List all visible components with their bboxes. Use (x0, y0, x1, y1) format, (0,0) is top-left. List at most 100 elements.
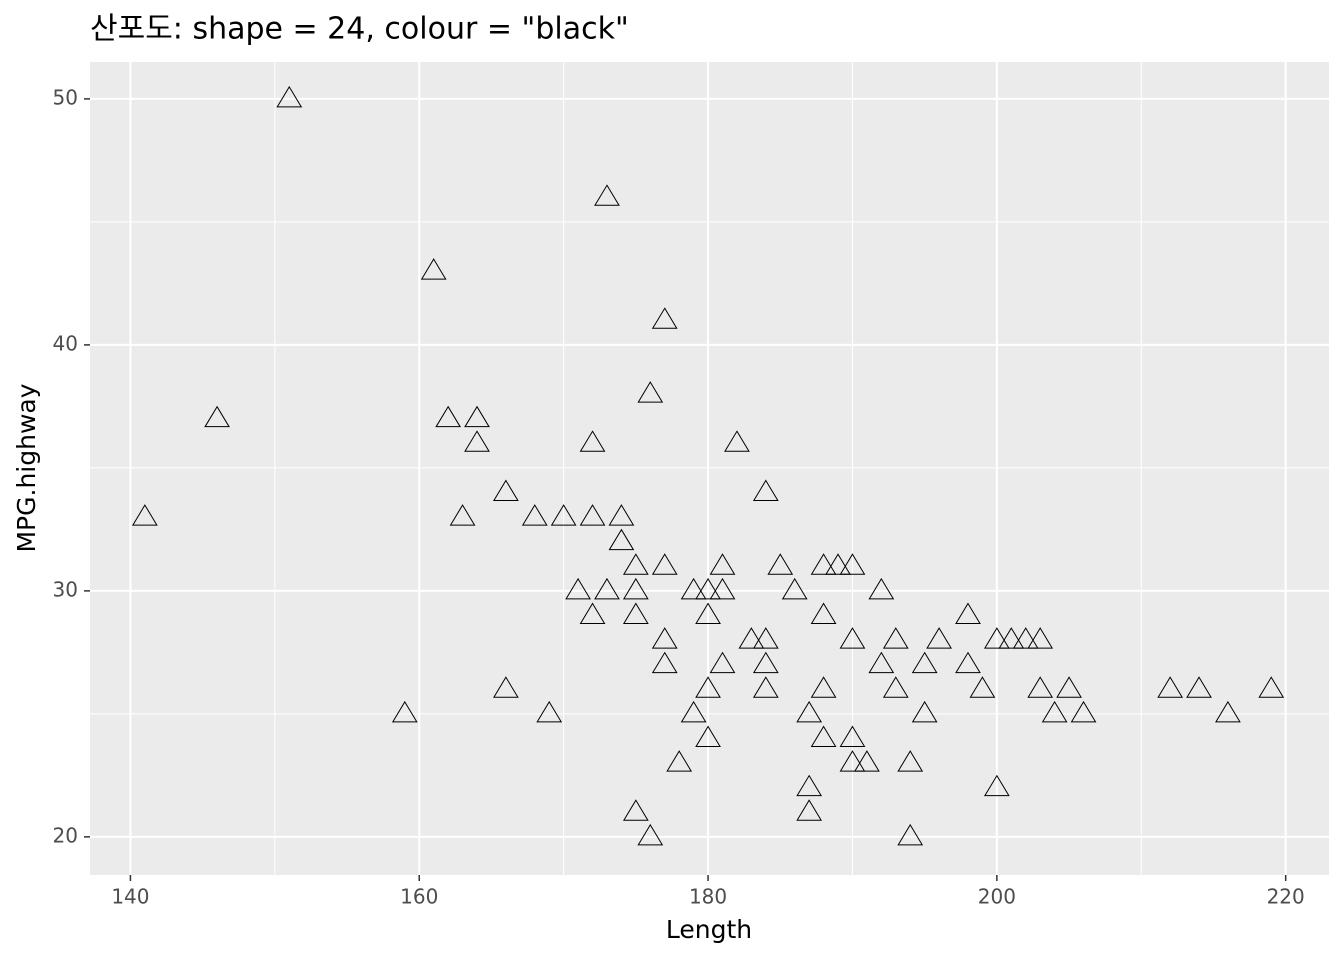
point (666, 750, 693, 772)
point (955, 651, 981, 674)
point (637, 823, 664, 846)
point (752, 627, 779, 649)
x-tick-label: 200 (978, 885, 1016, 909)
point (882, 627, 909, 649)
point (695, 577, 721, 600)
point (926, 627, 952, 649)
point (695, 602, 721, 624)
point (709, 577, 736, 600)
point (854, 750, 880, 772)
point (839, 553, 866, 575)
point (579, 504, 606, 526)
point (1027, 676, 1054, 698)
y-tick-label: 20 (53, 823, 78, 847)
point (493, 676, 519, 698)
point (839, 750, 866, 772)
point (897, 823, 924, 846)
point (796, 799, 823, 821)
x-tick-label: 140 (111, 885, 149, 909)
point (796, 700, 823, 723)
point (131, 504, 158, 526)
y-axis-label: MPG.highway (12, 383, 41, 552)
point (651, 307, 678, 329)
point (882, 676, 909, 698)
point (868, 651, 895, 674)
y-tick-label: 50 (53, 85, 78, 109)
point (868, 577, 895, 600)
x-tick-label: 160 (400, 885, 438, 909)
point (695, 676, 721, 698)
point (810, 553, 837, 575)
point (752, 651, 779, 674)
point (1186, 676, 1212, 698)
point (810, 725, 837, 747)
point (969, 676, 996, 698)
point (276, 85, 303, 108)
point (680, 700, 707, 723)
point (521, 504, 548, 526)
chart-title: 산포도: shape = 24, colour = "black" (90, 12, 629, 47)
point (752, 676, 779, 698)
point (622, 553, 649, 575)
y-tick-label: 40 (53, 331, 78, 355)
point (1012, 627, 1039, 649)
x-tick-label: 220 (1267, 885, 1305, 909)
point (464, 430, 490, 452)
point (911, 700, 938, 723)
point (897, 750, 924, 772)
point (1215, 700, 1241, 723)
point (839, 627, 866, 649)
point (680, 577, 707, 600)
point (810, 602, 837, 624)
point (391, 700, 418, 723)
point (651, 651, 678, 674)
point (709, 651, 736, 674)
point (810, 676, 837, 698)
y-tick-label: 30 (53, 577, 78, 601)
point (1258, 676, 1285, 698)
point (752, 479, 779, 501)
point (651, 553, 678, 575)
point (420, 258, 447, 280)
point (550, 504, 577, 526)
point (998, 627, 1025, 649)
point (955, 602, 981, 624)
point (825, 553, 851, 575)
point (839, 725, 866, 747)
point (204, 405, 230, 428)
point (622, 602, 649, 624)
point (796, 774, 823, 797)
point (1056, 676, 1082, 698)
point (651, 627, 678, 649)
point (594, 184, 620, 206)
plot-panel (90, 62, 1329, 875)
point (738, 627, 765, 649)
x-axis-label: Length (666, 915, 752, 944)
point (1070, 700, 1097, 723)
point (493, 479, 519, 501)
point (709, 553, 736, 575)
point (449, 504, 476, 526)
point (983, 774, 1010, 797)
point (594, 577, 620, 600)
point (579, 430, 606, 452)
point (983, 627, 1010, 649)
point (622, 799, 649, 821)
point (724, 430, 750, 452)
point (1157, 676, 1184, 698)
point (435, 405, 462, 428)
point (565, 577, 591, 600)
point (1041, 700, 1068, 723)
point (695, 725, 721, 747)
point (608, 528, 635, 551)
point (536, 700, 563, 723)
x-tick-label: 180 (689, 885, 727, 909)
point (579, 602, 606, 624)
point (464, 405, 490, 428)
point (781, 577, 808, 600)
point (637, 381, 664, 403)
point (767, 553, 794, 575)
point (622, 577, 649, 600)
point (911, 651, 938, 674)
